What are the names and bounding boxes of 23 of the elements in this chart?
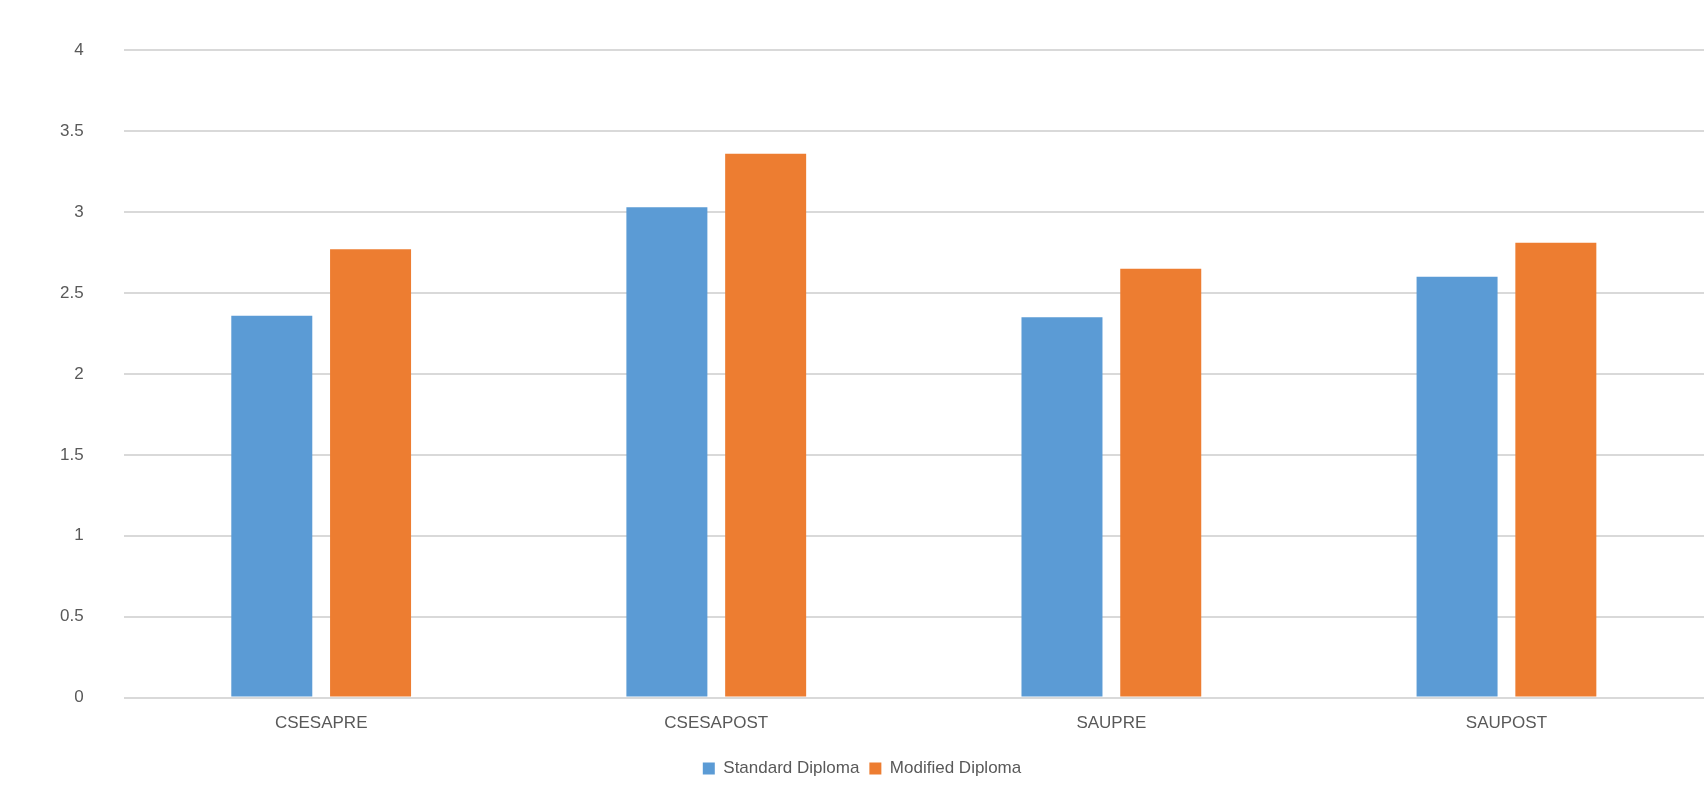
- bar: [1515, 242, 1597, 697]
- y-tick-label: 0.5: [59, 606, 84, 626]
- x-tick-label: CSESAPOST: [664, 713, 769, 733]
- legend-label: Modified Diploma: [889, 758, 1022, 778]
- y-tick-label: 2: [74, 363, 84, 383]
- bar: [1120, 268, 1202, 697]
- bar: [725, 153, 807, 697]
- legend-label: Standard Diploma: [723, 758, 860, 778]
- x-tick-label: SAUPOST: [1465, 713, 1548, 733]
- y-tick-label: 3: [74, 201, 84, 221]
- x-tick-label: SAUPRE: [1076, 713, 1147, 733]
- y-tick-label: 1.5: [59, 444, 84, 464]
- bar: [626, 207, 708, 697]
- y-tick-label: 4: [74, 39, 84, 59]
- bar: [1416, 276, 1498, 697]
- y-tick-label: 2.5: [59, 282, 84, 302]
- bar: [1021, 317, 1103, 697]
- y-tick-label: 1: [74, 525, 84, 545]
- x-tick-label: CSESAPRE: [274, 713, 368, 733]
- bar: [330, 249, 412, 697]
- y-tick-label: 0: [74, 687, 84, 707]
- bar: [231, 315, 313, 697]
- y-tick-label: 3.5: [59, 120, 84, 140]
